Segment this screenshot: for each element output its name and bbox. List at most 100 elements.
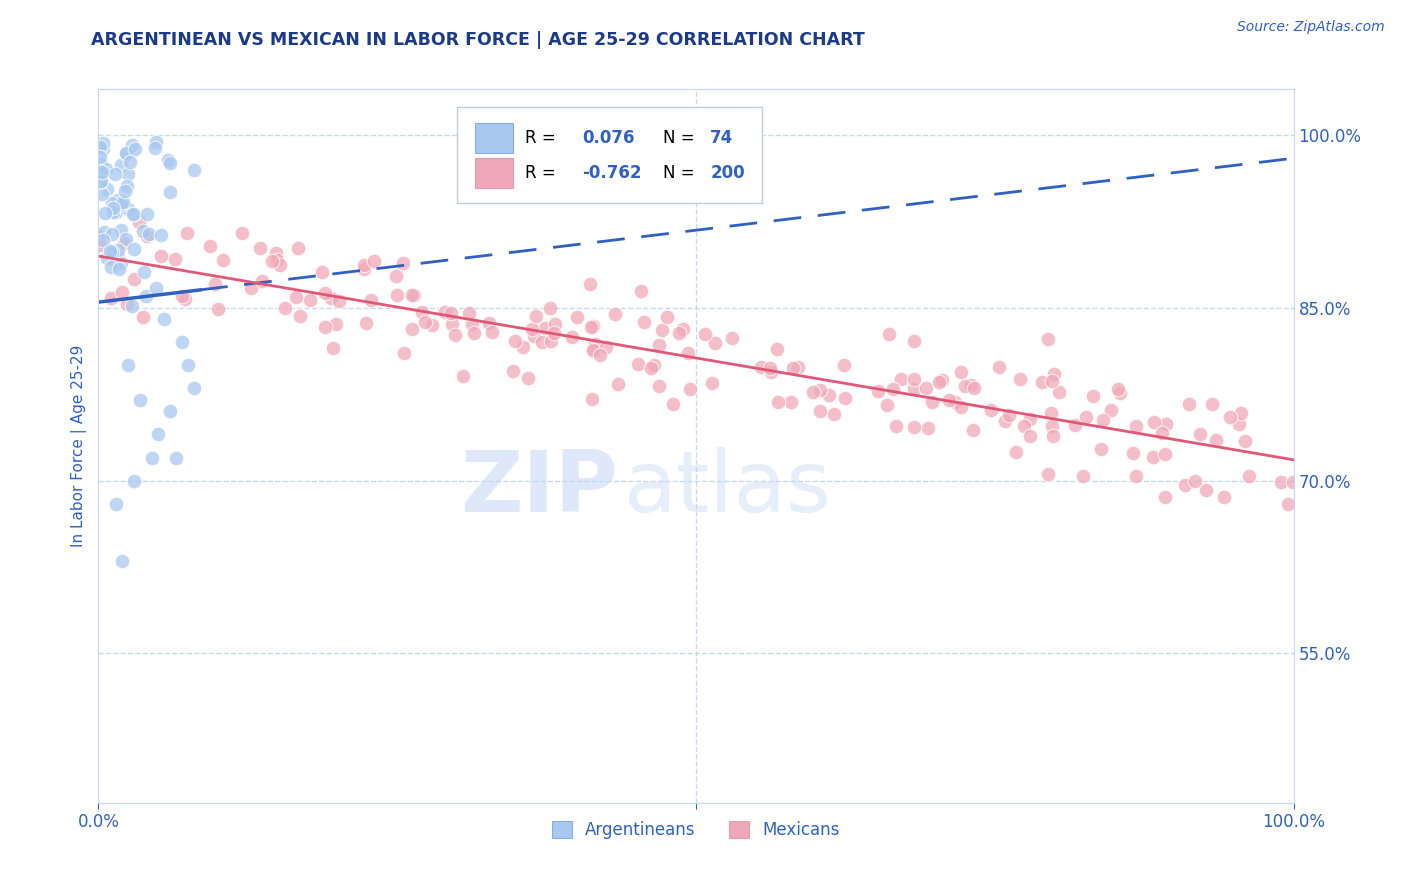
Point (252, 274, 274, 288)
Point (290, 310, 312, 324)
Point (110, 222, 132, 236)
Point (266, 246, 288, 260)
Point (353, 258, 375, 272)
Point (1229, 417, 1251, 431)
Point (1090, 442, 1112, 457)
Point (401, 288, 423, 302)
Point (385, 268, 408, 283)
Point (143, 141, 166, 155)
Point (89, 150, 111, 164)
Point (122, 272, 145, 286)
Point (582, 318, 605, 333)
Point (101, 196, 124, 211)
Point (1188, 426, 1211, 441)
Point (145, 280, 167, 294)
Point (321, 291, 343, 305)
Point (135, 206, 157, 220)
Point (1064, 417, 1087, 432)
Point (543, 317, 565, 331)
Point (1014, 419, 1036, 434)
Point (502, 364, 524, 378)
Point (481, 325, 503, 339)
Point (118, 155, 141, 169)
Point (998, 409, 1021, 423)
Point (110, 197, 132, 211)
Point (765, 342, 787, 356)
Point (110, 158, 132, 172)
Point (115, 297, 138, 311)
Point (135, 229, 157, 244)
Point (107, 243, 129, 257)
Point (579, 277, 602, 292)
Point (105, 205, 128, 219)
Point (962, 423, 984, 437)
Point (582, 343, 605, 357)
Point (353, 262, 375, 277)
Point (183, 381, 205, 395)
Text: R =: R = (524, 164, 561, 182)
Point (105, 254, 128, 268)
Point (749, 360, 772, 375)
Point (766, 394, 789, 409)
Point (111, 285, 134, 300)
Point (444, 327, 467, 342)
Point (461, 317, 484, 331)
Point (1043, 367, 1066, 381)
Point (1270, 475, 1292, 489)
FancyBboxPatch shape (475, 159, 513, 188)
Point (627, 357, 650, 371)
Text: N =: N = (662, 128, 699, 146)
Point (269, 258, 291, 272)
Point (1282, 475, 1305, 490)
Point (441, 317, 464, 331)
Point (360, 293, 382, 307)
Point (392, 256, 415, 270)
Text: 0.076: 0.076 (582, 128, 636, 146)
Point (808, 383, 831, 397)
Point (648, 338, 671, 352)
Point (524, 309, 547, 323)
Point (111, 554, 134, 568)
Point (1108, 385, 1130, 400)
Point (959, 378, 981, 392)
Point (581, 320, 603, 334)
Point (1042, 428, 1064, 442)
Point (655, 310, 678, 324)
Point (478, 316, 501, 330)
Point (198, 238, 221, 252)
Text: ARGENTINEAN VS MEXICAN IN LABOR FORCE | AGE 25-29 CORRELATION CHART: ARGENTINEAN VS MEXICAN IN LABOR FORCE | … (91, 31, 865, 49)
Point (311, 264, 333, 278)
Point (643, 358, 665, 372)
Point (100, 227, 122, 241)
Point (721, 331, 744, 345)
Point (458, 306, 481, 320)
Point (1229, 406, 1251, 420)
Point (124, 474, 146, 488)
Point (159, 185, 181, 199)
Point (392, 346, 415, 360)
Point (534, 321, 557, 335)
Point (101, 245, 124, 260)
Point (595, 340, 617, 354)
Point (149, 249, 172, 263)
Point (94, 161, 117, 176)
Point (1031, 375, 1053, 389)
Point (107, 262, 129, 277)
Point (949, 365, 972, 379)
Point (132, 265, 155, 279)
Point (87, 229, 110, 244)
Point (633, 315, 655, 329)
Point (107, 193, 129, 207)
Point (561, 330, 583, 344)
Point (1201, 397, 1223, 411)
Point (260, 253, 283, 268)
Point (931, 373, 953, 387)
Text: 200: 200 (710, 164, 745, 182)
Point (786, 359, 808, 374)
Point (117, 167, 139, 181)
Point (1150, 426, 1173, 441)
Point (404, 288, 426, 302)
Point (103, 201, 125, 215)
Point (157, 153, 180, 168)
Point (1083, 389, 1105, 403)
